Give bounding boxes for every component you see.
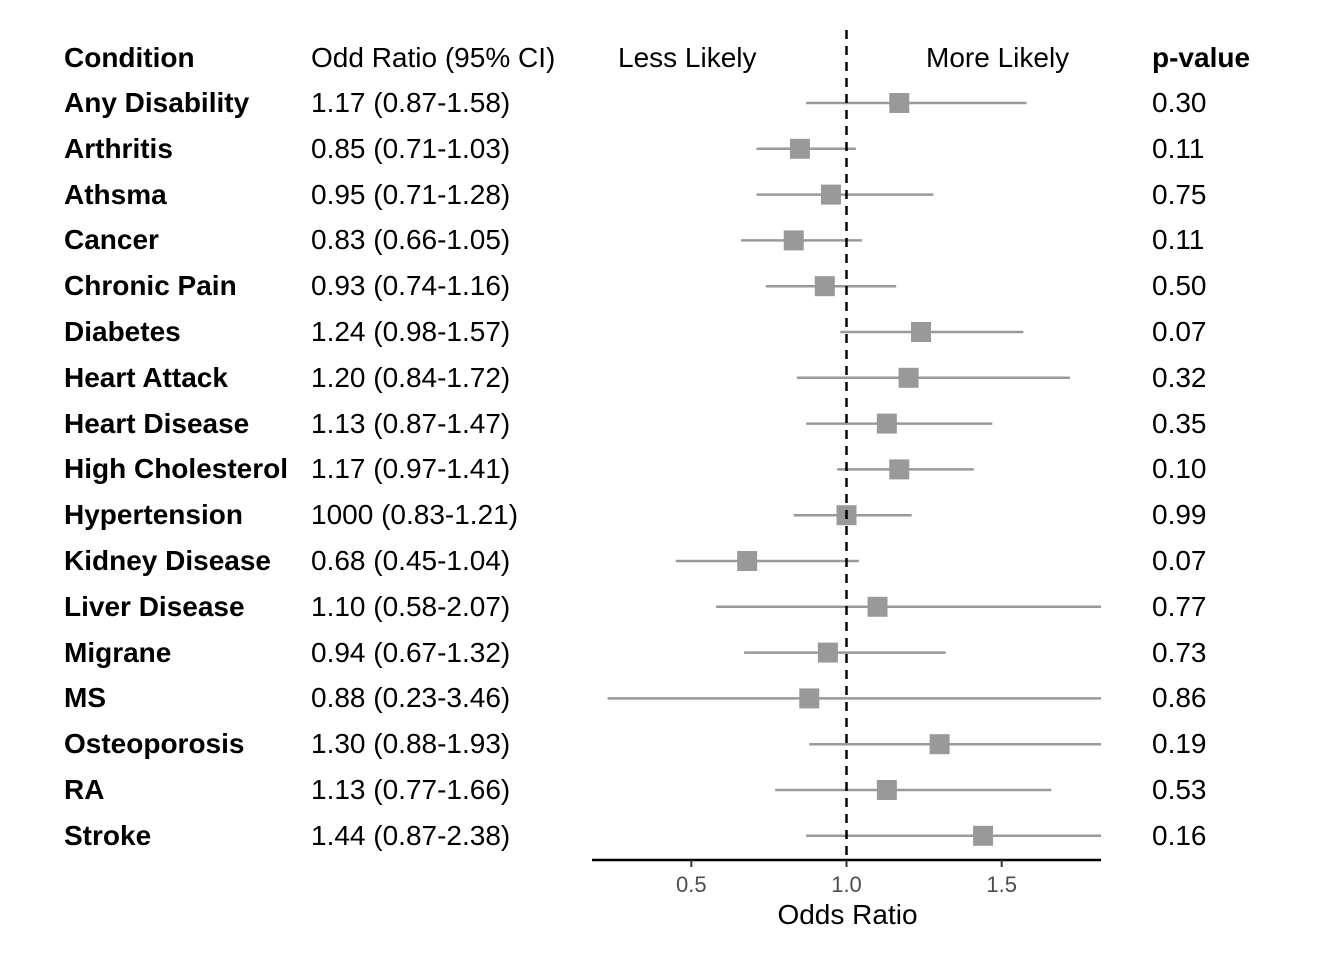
point-estimate [814,276,835,297]
x-tick-label: 1.5 [986,872,1017,897]
row-condition: Arthritis [64,132,173,164]
row-condition: Diabetes [64,316,181,347]
point-estimate [973,825,994,846]
point-estimate [783,230,804,251]
row-odds-ratio-ci: 0.85 (0.71-1.03) [311,132,511,164]
row-condition: Kidney Disease [64,545,271,576]
row-condition: Any Disability [64,87,250,118]
row-p-value: 0.07 [1152,545,1207,576]
row-p-value: 0.30 [1152,87,1207,118]
row-odds-ratio-ci: 1.44 (0.87-2.38) [311,819,511,851]
row-p-value: 0.53 [1152,774,1207,805]
row-condition: High Cholesterol [64,453,289,485]
row-odds-ratio-ci: 1.17 (0.97-1.41) [311,453,511,485]
header-p-value: p-value [1152,42,1251,73]
point-estimate [929,734,950,755]
row-condition: Stroke [64,819,152,851]
row-odds-ratio-ci: 0.68 (0.45-1.04) [311,545,511,576]
row-p-value: 0.19 [1152,728,1207,760]
point-estimate [817,642,838,663]
row-p-value: 0.50 [1152,270,1207,302]
row-odds-ratio-ci: 1.13 (0.87-1.47) [311,407,511,439]
row-odds-ratio-ci: 1.20 (0.84-1.72) [311,361,511,393]
point-estimate [789,138,810,159]
row-odds-ratio-ci: 1.24 (0.98-1.57) [311,316,511,347]
point-estimate [898,367,919,388]
row-odds-ratio-ci: 1.10 (0.58-2.07) [311,590,511,622]
row-p-value: 0.16 [1152,819,1207,851]
point-estimate [889,93,910,113]
x-axis-title: Odds Ratio [777,899,917,930]
header-less-likely: Less Likely [618,42,757,73]
row-condition: Migrane [64,636,172,668]
row-odds-ratio-ci: 0.83 (0.66-1.05) [311,224,511,256]
row-odds-ratio-ci: 1.17 (0.87-1.58) [311,87,511,118]
header-condition: Condition [64,42,195,73]
point-estimate [799,688,820,709]
row-condition: Heart Attack [64,361,228,393]
row-condition: MS [64,682,106,714]
row-p-value: 0.73 [1152,636,1207,668]
row-p-value: 0.35 [1152,407,1207,439]
point-estimate [876,413,897,434]
header-odds-ratio-ci: Odd Ratio (95% CI) [311,42,556,73]
row-odds-ratio-ci: 1000 (0.83-1.21) [311,499,519,531]
row-p-value: 0.07 [1152,316,1207,347]
row-condition: Chronic Pain [64,270,237,302]
row-odds-ratio-ci: 1.13 (0.77-1.66) [311,774,511,805]
row-p-value: 0.11 [1152,224,1205,256]
x-tick-label: 1.0 [831,872,862,897]
row-condition: RA [64,774,105,805]
row-condition: Heart Disease [64,407,250,439]
row-p-value: 0.10 [1152,453,1207,485]
row-condition: Osteoporosis [64,728,245,760]
row-p-value: 0.77 [1152,590,1207,622]
row-condition: Hypertension [64,499,243,531]
point-estimate [876,780,897,800]
row-odds-ratio-ci: 0.95 (0.71-1.28) [311,178,511,210]
point-estimate [820,184,841,205]
row-condition: Liver Disease [64,590,245,622]
row-odds-ratio-ci: 0.88 (0.23-3.46) [311,682,511,714]
row-odds-ratio-ci: 0.94 (0.67-1.32) [311,636,511,668]
point-estimate [867,596,888,617]
row-p-value: 0.86 [1152,682,1207,714]
point-estimate [737,551,758,571]
row-p-value: 0.32 [1152,361,1207,393]
row-p-value: 0.75 [1152,178,1207,210]
point-estimate [889,459,910,480]
row-condition: Athsma [64,178,167,210]
x-tick-label: 0.5 [676,872,707,897]
point-estimate [910,322,931,342]
row-p-value: 0.99 [1152,499,1207,531]
row-odds-ratio-ci: 1.30 (0.88-1.93) [311,728,511,760]
row-p-value: 0.11 [1152,132,1205,164]
row-condition: Cancer [64,224,159,256]
header-more-likely: More Likely [926,42,1070,73]
row-odds-ratio-ci: 0.93 (0.74-1.16) [311,270,511,302]
